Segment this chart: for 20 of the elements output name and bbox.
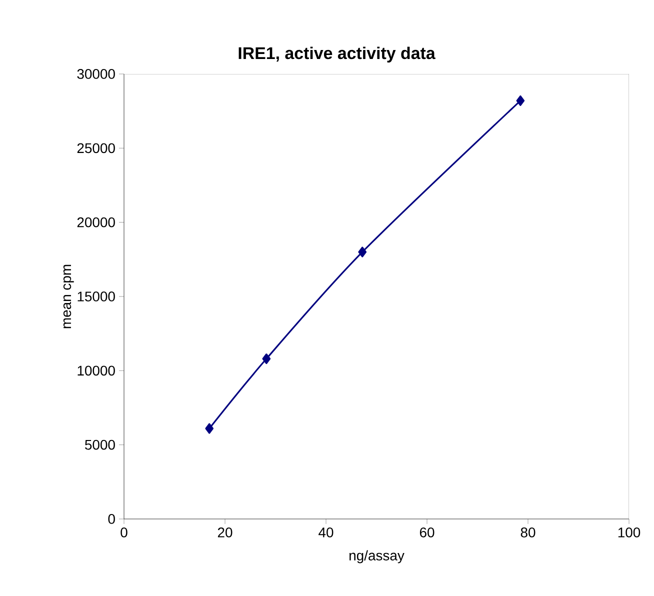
y-tick-label: 15000 [78,292,115,302]
y-tick-label: 20000 [77,217,115,228]
y-tick-label: 25000 [77,143,115,154]
x-tick-label: 0 [120,527,128,538]
y-tick-label: 10000 [78,366,115,376]
y-axis-title: mean cpm [63,264,74,328]
x-tick-label: 20 [218,527,232,538]
point [358,246,367,258]
y-tick-label: 5000 [85,440,115,450]
point [205,423,214,434]
y-tick-label: 30000 [77,69,115,79]
x-tick-label: 100 [618,527,640,538]
point [516,95,525,106]
chart-title: IRE1, active activity data [238,46,436,62]
point [262,353,271,364]
x-tick-label: 80 [520,527,536,538]
x-tick-label: 40 [318,527,334,538]
x-axis-title: ng/assay [350,550,404,564]
x-tick-label: 60 [420,527,434,538]
y-tick-label: 0 [108,514,115,524]
